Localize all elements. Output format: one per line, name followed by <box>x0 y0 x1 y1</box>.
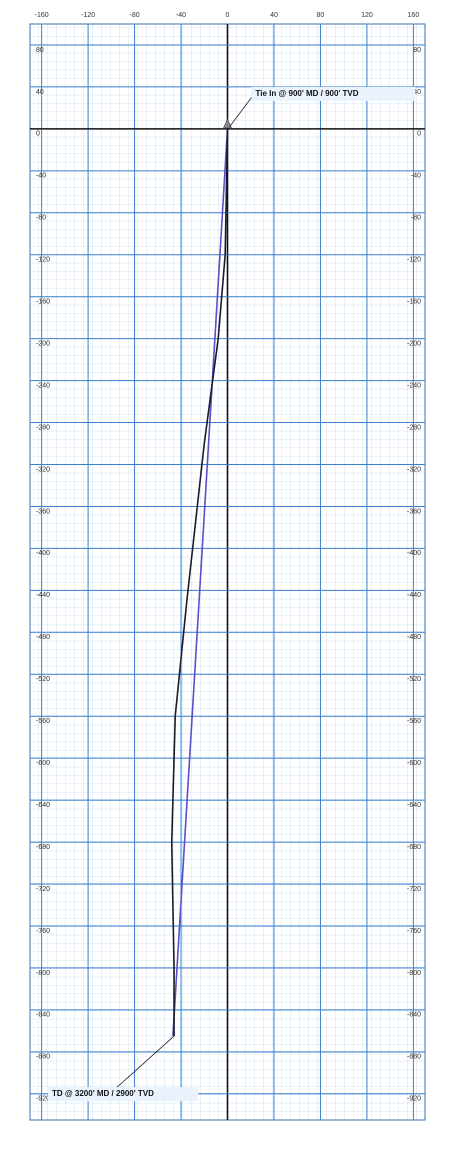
marker <box>223 118 232 129</box>
y-tick-label: -840 <box>36 1012 50 1019</box>
y-tick-label: -200 <box>407 340 421 347</box>
y-tick-label: -800 <box>36 970 50 977</box>
y-tick-label: -680 <box>36 844 50 851</box>
y-tick-label: -480 <box>407 634 421 641</box>
y-tick-label: -520 <box>407 676 421 683</box>
y-tick-label: -920 <box>36 1096 50 1103</box>
x-tick-label: 120 <box>361 12 373 19</box>
y-tick-label: -360 <box>407 508 421 515</box>
y-tick-label: -240 <box>36 382 50 389</box>
x-tick-label: -120 <box>81 12 95 19</box>
y-tick-label: -880 <box>407 1054 421 1061</box>
y-tick-label: -280 <box>407 424 421 431</box>
y-tick-label: -360 <box>36 508 50 515</box>
y-tick-label: -560 <box>36 718 50 725</box>
y-tick-label: -440 <box>407 592 421 599</box>
y-tick-label: -400 <box>407 550 421 557</box>
y-tick-label: -720 <box>36 886 50 893</box>
y-tick-label: -640 <box>407 802 421 809</box>
y-tick-label: -600 <box>407 760 421 767</box>
annotation: Tie In @ 900' MD / 900' TVD <box>256 89 359 98</box>
y-tick-label: 80 <box>413 47 421 54</box>
y-tick-label: -880 <box>36 1054 50 1061</box>
y-tick-label: -240 <box>407 382 421 389</box>
y-tick-label: 40 <box>413 89 421 96</box>
y-tick-label: -760 <box>36 928 50 935</box>
x-tick-label: 0 <box>226 12 230 19</box>
x-tick-label: 160 <box>408 12 420 19</box>
y-tick-label: -680 <box>407 844 421 851</box>
y-tick-label: -280 <box>36 424 50 431</box>
y-tick-label: -320 <box>407 466 421 473</box>
x-tick-label: 40 <box>270 12 278 19</box>
y-tick-label: -800 <box>407 970 421 977</box>
y-tick-label: -920 <box>407 1096 421 1103</box>
y-tick-label: -40 <box>411 173 421 180</box>
y-tick-label: -160 <box>36 299 50 306</box>
y-tick-label: -480 <box>36 634 50 641</box>
y-tick-label: -760 <box>407 928 421 935</box>
y-tick-label: -80 <box>411 215 421 222</box>
y-tick-label: -200 <box>36 340 50 347</box>
y-tick-label: -720 <box>407 886 421 893</box>
well-path <box>172 128 229 1037</box>
y-tick-label: -600 <box>36 760 50 767</box>
y-tick-label: -80 <box>36 215 46 222</box>
y-tick-label: -120 <box>36 257 50 264</box>
x-tick-label: -40 <box>176 12 186 19</box>
y-tick-label: -440 <box>36 592 50 599</box>
y-tick-label: -400 <box>36 550 50 557</box>
y-tick-label: -560 <box>407 718 421 725</box>
y-tick-label: -40 <box>36 173 46 180</box>
annotation-box <box>251 86 416 101</box>
annotation-box <box>48 1087 198 1102</box>
y-tick-label: -160 <box>407 299 421 306</box>
y-tick-label: -320 <box>36 466 50 473</box>
y-tick-label: 40 <box>36 89 44 96</box>
leader-line <box>229 94 254 128</box>
y-tick-label: 0 <box>36 131 40 138</box>
y-tick-label: -840 <box>407 1012 421 1019</box>
y-tick-label: 80 <box>36 47 44 54</box>
y-tick-label: -640 <box>36 802 50 809</box>
y-tick-label: -520 <box>36 676 50 683</box>
annotation: TD @ 3200' MD / 2900' TVD <box>52 1089 154 1098</box>
x-tick-label: 80 <box>317 12 325 19</box>
x-tick-label: -160 <box>35 12 49 19</box>
y-tick-label: 0 <box>417 131 421 138</box>
leader-line <box>115 1035 175 1089</box>
x-tick-label: -80 <box>129 12 139 19</box>
well-path <box>170 128 229 1037</box>
y-tick-label: -120 <box>407 257 421 264</box>
